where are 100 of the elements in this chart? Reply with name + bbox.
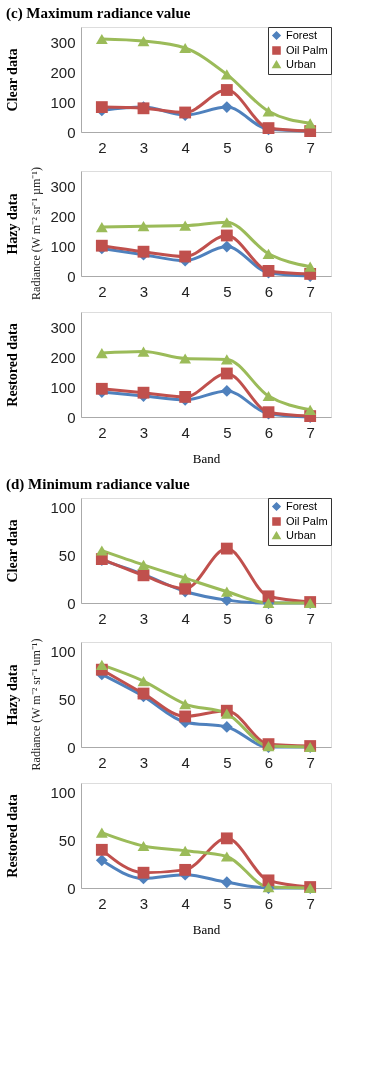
x-tick-label: 4	[181, 894, 190, 912]
point	[95, 382, 108, 395]
point	[220, 851, 233, 862]
point	[220, 586, 233, 597]
x-tick-label: 5	[223, 423, 232, 441]
point	[179, 710, 192, 723]
legend-label: Oil Palm	[286, 43, 328, 56]
y-tick-label: 100	[50, 237, 76, 255]
x-tick-label: 2	[98, 609, 107, 627]
x-tick-label: 5	[223, 609, 232, 627]
y-tick-label: 300	[50, 318, 76, 336]
x-tick-label: 6	[264, 138, 274, 156]
point	[304, 118, 317, 129]
x-tick-label: 7	[306, 282, 315, 300]
point	[262, 390, 275, 402]
point	[95, 854, 108, 867]
y-tick-label: 50	[58, 831, 76, 849]
x-tick-label: 2	[98, 423, 107, 441]
x-tick-label: 6	[264, 753, 274, 771]
legend-label: Oil Palm	[286, 514, 328, 527]
x-axis-title: Band	[192, 450, 221, 466]
x-tick-label: 6	[264, 894, 274, 912]
text: Radiance (W m⁻² sr⁻¹ µm⁻¹)	[29, 167, 43, 300]
point	[137, 559, 150, 570]
point	[179, 250, 192, 263]
text: Radiance (W m⁻² sr⁻¹ um⁻¹)	[29, 638, 43, 771]
y-axis-title: Hazy data	[5, 664, 21, 726]
point	[95, 659, 108, 671]
point	[95, 221, 108, 233]
point	[95, 347, 108, 359]
point	[220, 367, 233, 380]
point	[137, 346, 150, 357]
point	[95, 843, 108, 856]
x-tick-label: 4	[181, 609, 190, 627]
x-tick-label: 2	[98, 753, 107, 771]
y-tick-label: 200	[50, 63, 76, 81]
y-axis-title: Restored data	[5, 323, 21, 407]
point	[179, 863, 192, 876]
point	[95, 545, 108, 556]
x-tick-label: 4	[181, 138, 190, 156]
y-tick-label: 100	[50, 643, 76, 661]
y-tick-label: 100	[50, 784, 76, 802]
x-tick-label: 4	[181, 423, 190, 441]
x-tick-label: 4	[181, 753, 190, 771]
y-axis-title: Clear data	[5, 48, 21, 112]
y-tick-label: 100	[50, 499, 76, 517]
x-tick-label: 7	[306, 423, 315, 441]
x-tick-label: 7	[306, 894, 315, 912]
chart-title: (c) Maximum radiance value	[5, 4, 191, 22]
y-tick-label: 100	[50, 378, 76, 396]
point	[220, 708, 233, 719]
x-tick-label: 3	[139, 282, 149, 300]
point	[179, 220, 192, 231]
point	[220, 876, 233, 889]
y-tick-label: 200	[50, 207, 76, 225]
y-tick-label: 300	[50, 177, 76, 195]
x-tick-label: 3	[139, 609, 149, 627]
x-tick-label: 6	[264, 282, 274, 300]
y-tick-label: 200	[50, 348, 76, 366]
x-tick-label: 5	[223, 894, 232, 912]
point	[137, 840, 150, 852]
point	[179, 845, 192, 856]
point	[220, 354, 233, 365]
x-tick-label: 2	[98, 282, 107, 300]
y-tick-label: 0	[67, 408, 76, 426]
point	[179, 698, 192, 710]
point	[179, 573, 192, 584]
x-tick-label: 3	[139, 894, 149, 912]
point	[220, 84, 233, 96]
y-tick-label: 0	[67, 879, 76, 897]
y-axis-title: Hazy data	[5, 193, 21, 255]
x-tick-label: 4	[181, 282, 190, 300]
point	[95, 33, 108, 45]
point	[179, 42, 192, 54]
point	[262, 248, 275, 259]
point	[137, 676, 150, 687]
legend-label: Urban	[286, 57, 316, 70]
x-tick-label: 5	[223, 138, 232, 156]
y-axis-title: Clear data	[5, 519, 21, 583]
x-tick-label: 5	[223, 282, 232, 300]
point	[137, 221, 150, 232]
y-tick-label: 0	[67, 594, 76, 612]
x-tick-label: 7	[306, 609, 315, 627]
x-tick-label: 7	[306, 753, 315, 771]
point	[137, 386, 150, 399]
legend-label: Urban	[286, 528, 316, 541]
x-tick-label: 3	[139, 753, 149, 771]
point	[220, 229, 233, 242]
point	[220, 832, 233, 845]
point	[137, 866, 150, 879]
legend-label: Forest	[286, 28, 318, 41]
legend-label: Forest	[286, 499, 318, 512]
y-tick-label: 300	[50, 33, 76, 51]
point	[304, 404, 317, 415]
y-tick-label: 0	[67, 738, 76, 756]
y-tick-label: 0	[67, 267, 76, 285]
point	[220, 217, 233, 228]
y-tick-label: 100	[50, 93, 76, 111]
x-tick-label: 6	[264, 609, 274, 627]
x-tick-label: 6	[264, 423, 274, 441]
